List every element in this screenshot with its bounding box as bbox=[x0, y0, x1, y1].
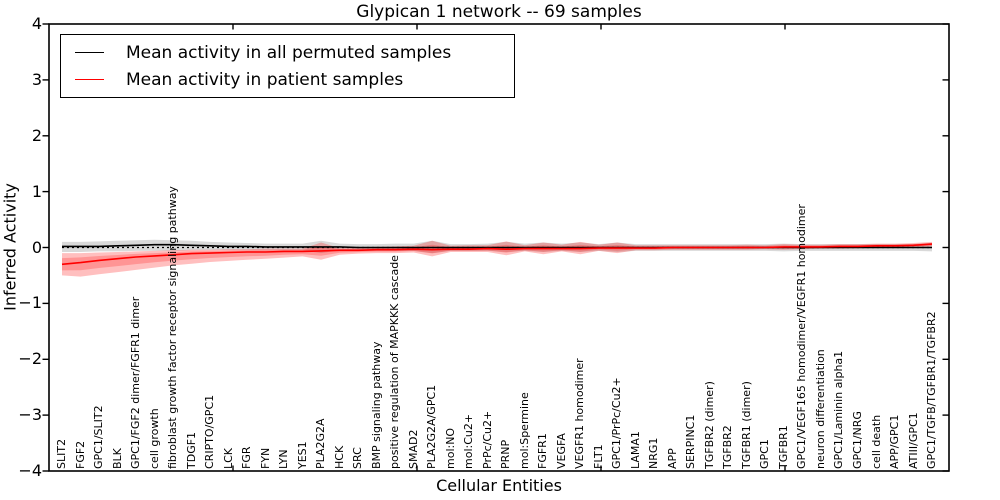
x-tick-label: SMAD2 bbox=[406, 429, 420, 469]
x-tick-label: BMP signaling pathway bbox=[369, 341, 383, 469]
x-tick-label: fibroblast growth factor receptor signal… bbox=[166, 186, 180, 469]
x-tick-label: VEGFA bbox=[554, 433, 568, 469]
x-tick-label: LCK bbox=[221, 447, 235, 469]
legend-label: Mean activity in patient samples bbox=[126, 69, 404, 90]
x-tick-label: APP bbox=[665, 448, 679, 469]
confidence-band-patient bbox=[62, 240, 932, 277]
x-tick-label: LAMA1 bbox=[628, 431, 642, 469]
y-tick-label: 4 bbox=[31, 14, 42, 33]
y-tick-label: 0 bbox=[31, 237, 42, 257]
x-tick-label: GPC1 bbox=[758, 439, 772, 469]
x-tick-label: cell growth bbox=[147, 408, 161, 469]
x-tick-label: TGFBR2 (dimer) bbox=[702, 381, 716, 469]
x-tick-label: PLA2G2A bbox=[314, 418, 328, 469]
x-tick-label: SLIT2 bbox=[55, 438, 68, 469]
legend-entry-permuted: Mean activity in all permuted samples bbox=[61, 43, 514, 63]
mean-line-patient bbox=[61, 243, 933, 266]
chart-layers bbox=[61, 239, 933, 277]
x-tick-label: FGR bbox=[240, 446, 254, 470]
x-tick-label: positive regulation of MAPKKK cascade bbox=[388, 255, 402, 469]
x-tick-label: cell death bbox=[869, 414, 883, 469]
x-tick-label: SRC bbox=[351, 447, 365, 469]
x-tick-label: mol:Cu2+ bbox=[462, 413, 476, 469]
x-tick-label: SERPINC1 bbox=[684, 414, 698, 469]
x-tick-label: PLA2G2A/GPC1 bbox=[425, 384, 439, 469]
x-tick-label: APP/GPC1 bbox=[888, 414, 901, 469]
x-tick-label: GPC1/SLIT2 bbox=[92, 405, 105, 469]
x-tick-label: TGFBR1 bbox=[776, 425, 790, 469]
legend-line-sample-black bbox=[75, 52, 104, 53]
x-tick-label: GPC1/PrPc/Cu2+ bbox=[610, 377, 624, 469]
x-tick-label: TGFBR1 (dimer) bbox=[739, 381, 753, 469]
x-tick-label: mol:NO bbox=[443, 427, 457, 469]
x-axis-label: Cellular Entities bbox=[436, 476, 562, 495]
x-tick-label: CRIPTO/GPC1 bbox=[203, 394, 217, 469]
x-tick-label: TDGF1 bbox=[184, 431, 198, 469]
x-tick-label: FGF2 bbox=[73, 440, 87, 469]
x-tick-label: GPC1/FGF2 dimer/FGFR1 dimer bbox=[129, 296, 142, 469]
axes-layer bbox=[42, 23, 950, 472]
x-tick-label: FLT1 bbox=[591, 444, 605, 469]
chart-title: Glypican 1 network -- 69 samples bbox=[356, 2, 642, 22]
x-tick-label: BLK bbox=[110, 448, 124, 469]
x-tick-label: LYN bbox=[277, 449, 291, 469]
legend: Mean activity in all permuted samples Me… bbox=[60, 34, 515, 98]
x-tick-label: GPC1/TGFB/TGFBR1/TGFBR2 bbox=[925, 311, 938, 469]
y-tick-label: 1 bbox=[31, 181, 42, 201]
x-tick-label: GPC1/NRG bbox=[851, 411, 864, 469]
y-tick-label: −2 bbox=[18, 349, 42, 369]
x-tick-label: mol:Spermine bbox=[517, 392, 531, 469]
x-tick-label: TGFBR2 bbox=[721, 425, 735, 469]
y-tick-label: 3 bbox=[31, 69, 42, 89]
x-tick-label: FGFR1 bbox=[536, 433, 550, 469]
x-tick-label: neuron differentiation bbox=[813, 349, 827, 469]
y-tick-label: −3 bbox=[18, 405, 42, 425]
x-tick-label: VEGFR1 homodimer bbox=[573, 358, 587, 469]
x-tick-label: HCK bbox=[332, 445, 346, 469]
x-tick-label: GPC1/VEGF165 homodimer/VEGFR1 homodimer bbox=[795, 204, 809, 469]
x-tick-label: PRNP bbox=[499, 439, 513, 469]
x-tick-label: GPC1/Laminin alpha1 bbox=[832, 350, 846, 469]
x-tick-label: YES1 bbox=[295, 441, 309, 469]
y-tick-label: 2 bbox=[31, 125, 42, 145]
x-tick-label: PrPc/Cu2+ bbox=[480, 410, 494, 469]
confidence-band-permuted bbox=[62, 239, 932, 254]
legend-line-sample-red bbox=[75, 79, 104, 80]
y-tick-label: −4 bbox=[18, 461, 42, 480]
legend-entry-patient: Mean activity in patient samples bbox=[61, 70, 514, 90]
legend-label: Mean activity in all permuted samples bbox=[126, 42, 452, 63]
x-tick-label: ATIII/GPC1 bbox=[906, 412, 920, 469]
y-tick-label: −1 bbox=[18, 293, 42, 313]
x-tick-label: NRG1 bbox=[647, 437, 661, 469]
x-tick-label: FYN bbox=[258, 447, 272, 469]
